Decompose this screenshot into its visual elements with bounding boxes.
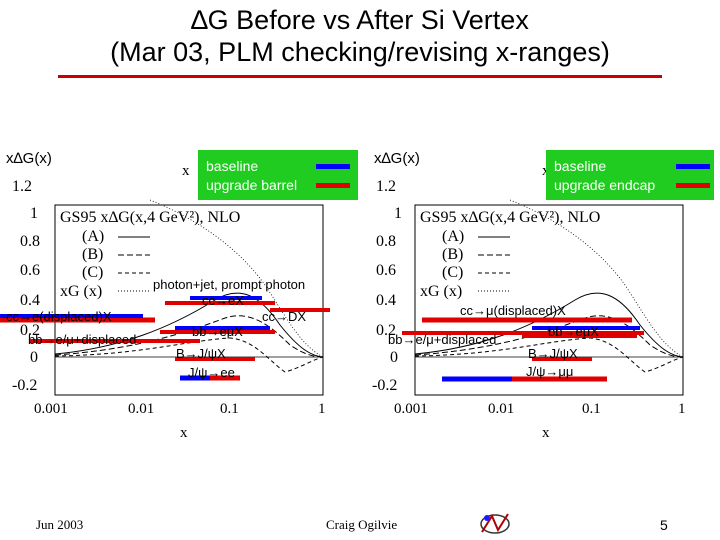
y-axis-title: x∆G(x) xyxy=(6,150,52,167)
y-tick: 1.2 xyxy=(376,178,396,195)
label-b-jpsi: B→J/ψX xyxy=(528,346,578,361)
legend-swatch-baseline xyxy=(316,164,350,169)
footer-page-number: 5 xyxy=(660,517,668,533)
x-tick: 0.1 xyxy=(582,401,601,417)
y-tick: 0 xyxy=(390,349,398,366)
y-tick: -0.2 xyxy=(12,377,37,394)
x-tick: 0.01 xyxy=(128,401,154,417)
x-tick: 0.1 xyxy=(220,401,239,417)
legend-box: baseline upgrade endcap xyxy=(546,150,714,200)
label-bb-emu: bb→eμX xyxy=(548,324,599,339)
label-bb-displaced: bb→e/μ+displaced xyxy=(28,332,137,347)
x-tick: 1 xyxy=(318,401,326,417)
y-tick: 0.8 xyxy=(376,233,396,250)
x-tick: 1 xyxy=(678,401,686,417)
curve-b-label: (B) xyxy=(82,246,103,263)
y-tick: -0.2 xyxy=(372,377,397,394)
xg-label: xG (x) xyxy=(420,283,462,300)
slide-title-line1: ∆G Before vs After Si Vertex xyxy=(191,5,529,35)
label-photon: photon+jet, prompt photon xyxy=(153,277,306,292)
x-tick: 0.01 xyxy=(488,401,514,417)
curve-a-label: (A) xyxy=(82,228,104,245)
legend-swatch-upgrade xyxy=(316,183,350,188)
legend-swatch-baseline xyxy=(676,164,710,169)
y-tick: 0 xyxy=(30,349,38,366)
slide-title-line2: (Mar 03, PLM checking/revising x-ranges) xyxy=(110,37,610,67)
y-tick: 0.4 xyxy=(376,292,396,309)
legend-upgrade: upgrade barrel xyxy=(206,177,298,193)
xg-label: xG (x) xyxy=(60,283,102,300)
y-tick: 1 xyxy=(30,205,38,222)
label-cc-dx: cc→DX xyxy=(262,309,307,324)
y-tick: 0.2 xyxy=(20,322,40,339)
x-tick: 0.001 xyxy=(394,401,428,417)
x-axis-title: x xyxy=(180,425,188,441)
label-b-jpsi: B→J/ψX xyxy=(176,346,226,361)
institution-logo-icon xyxy=(480,513,510,534)
y-tick: 1 xyxy=(394,205,402,222)
y-tick: 1.2 xyxy=(12,178,32,195)
frame-header: GS95 x∆G(x,4 GeV²), NLO xyxy=(420,209,600,226)
label-bb-emu: bb→eμX xyxy=(192,324,243,339)
label-bb-displaced: bb→e/μ+displaced xyxy=(388,332,497,347)
footer-author: Craig Ogilvie xyxy=(326,517,398,532)
label-cc-mu: cc→μ(displaced)X xyxy=(460,303,566,318)
curve-c-label: (C) xyxy=(82,264,103,281)
label-cc-ex: cc→eX xyxy=(202,293,244,308)
x-tick: 0.001 xyxy=(34,401,68,417)
y-tick: 0.8 xyxy=(20,233,40,250)
label-cc-displaced: cc→e(displaced)X xyxy=(6,309,112,324)
plot-barrel: x∆G(x) x 1.2 1 0.8 0.6 0.4 0.2 0 -0.2 0.… xyxy=(0,150,358,450)
y-tick: 0.6 xyxy=(20,262,40,279)
curve-a-label: (A) xyxy=(442,228,464,245)
curve-b-label: (B) xyxy=(442,246,463,263)
legend-upgrade: upgrade endcap xyxy=(554,177,656,193)
y-tick: 0.4 xyxy=(20,292,40,309)
plot-endcap: x∆G(x) x 1.2 1 0.8 0.6 0.4 0.2 0 -0.2 0.… xyxy=(362,150,717,450)
legend-baseline: baseline xyxy=(554,158,607,174)
title-divider xyxy=(58,75,662,78)
legend-box: baseline upgrade barrel xyxy=(198,150,358,200)
legend-baseline: baseline xyxy=(206,158,259,174)
y-tick: 0.2 xyxy=(376,322,396,339)
frame-header: GS95 x∆G(x,4 GeV²), NLO xyxy=(60,209,240,226)
x-axis-title: x xyxy=(542,425,550,441)
legend-swatch-upgrade xyxy=(676,183,710,188)
label-jpsi: J/ψ→ee xyxy=(188,365,235,380)
y-axis-title: x∆G(x) xyxy=(374,150,420,167)
x-stub: x xyxy=(542,163,550,180)
footer-date: Jun 2003 xyxy=(36,517,84,532)
label-jpsi: J/ψ→μμ xyxy=(526,364,574,379)
curve-c-label: (C) xyxy=(442,264,463,281)
plot-frame: 1.2 1 0.8 0.6 0.4 0.2 0 -0.2 0.001 0.01 … xyxy=(0,178,330,441)
plot-frame: 1.2 1 0.8 0.6 0.4 0.2 0 -0.2 0.001 0.01 … xyxy=(372,178,686,441)
x-stub: x xyxy=(182,163,190,179)
y-tick: 0.6 xyxy=(376,262,396,279)
